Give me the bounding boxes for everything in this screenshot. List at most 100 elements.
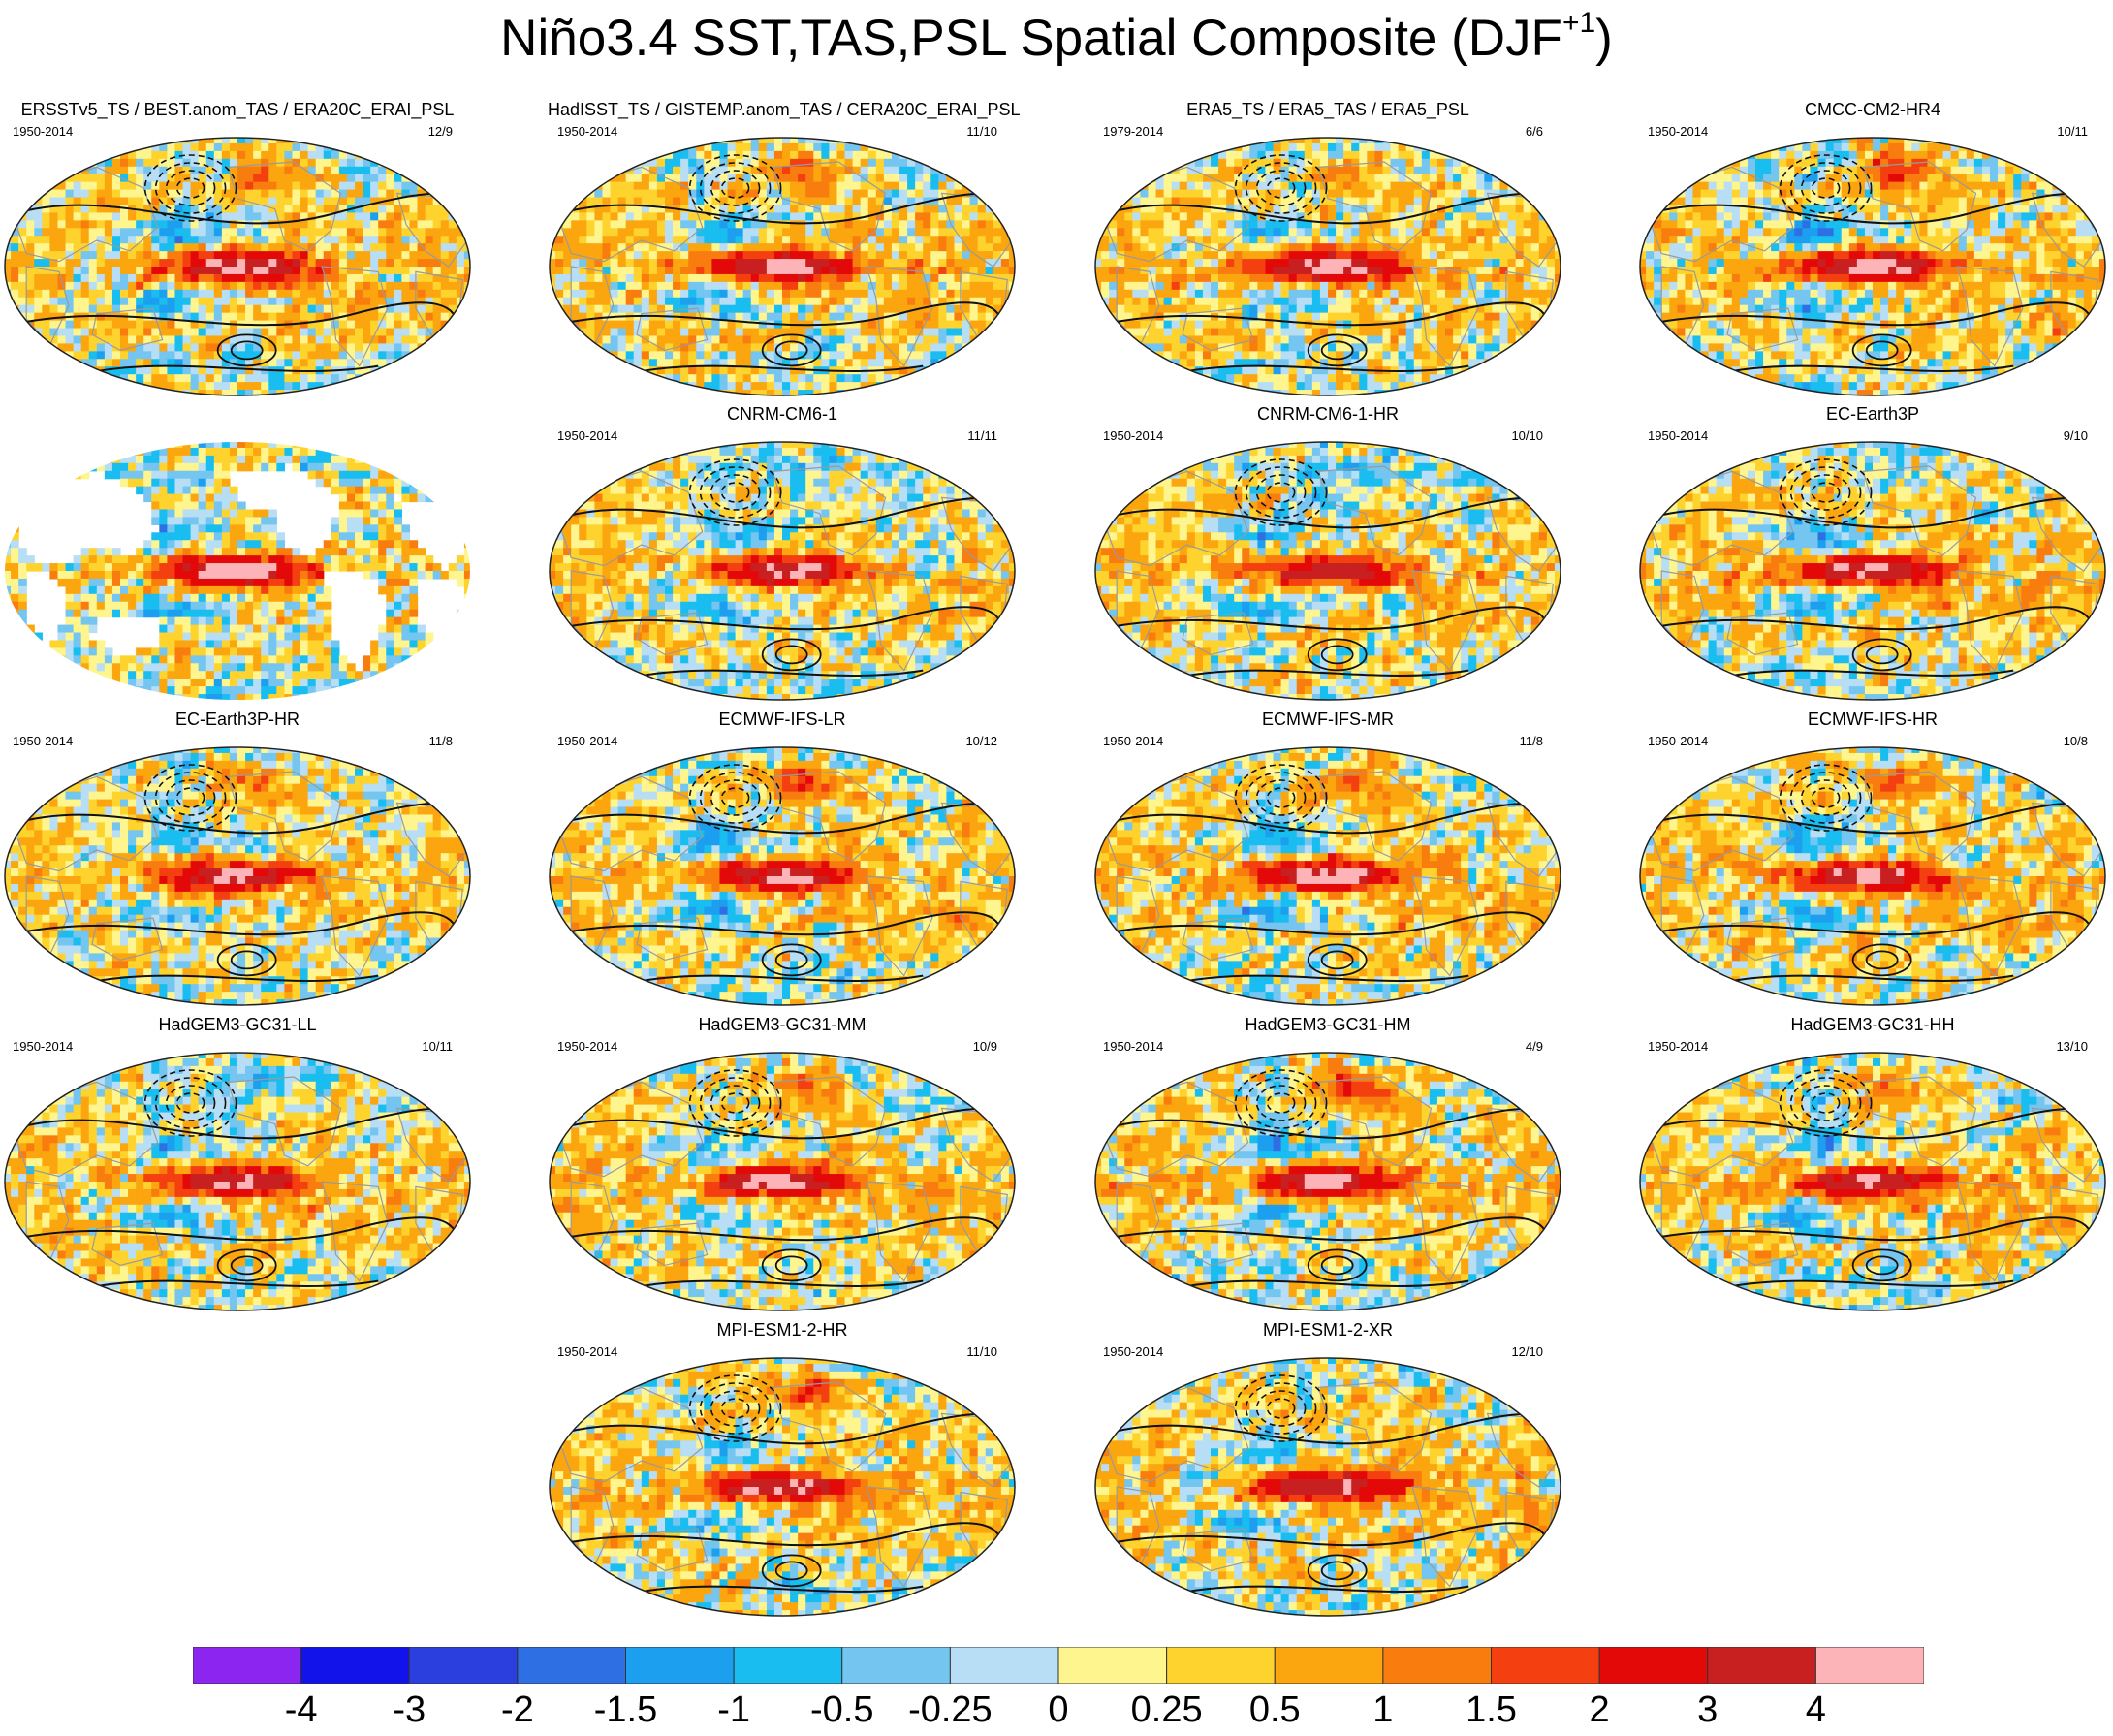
panel-event-count: 11/8 xyxy=(429,734,453,749)
colorbar-swatch xyxy=(625,1647,735,1684)
panel-years: 1950-2014 xyxy=(557,124,617,140)
colorbar-swatch xyxy=(193,1647,302,1684)
map-panel-p17: MPI-ESM1-2-HR 1950-2014 11/10 xyxy=(548,1319,1017,1618)
panel-title: HadISST_TS / GISTEMP.anom_TAS / CERA20C_… xyxy=(548,99,1021,120)
map-panel-p18: MPI-ESM1-2-XR 1950-2014 12/10 xyxy=(1093,1319,1562,1618)
map-field-p9 xyxy=(4,746,471,1006)
map-panel-p2: HadISST_TS / GISTEMP.anom_TAS / CERA20C_… xyxy=(548,99,1021,397)
panel-title: ERSSTv5_TS / BEST.anom_TAS / ERA20C_ERAI… xyxy=(3,99,472,120)
colorbar-swatch xyxy=(1814,1647,1924,1684)
panel-title: HadGEM3-GC31-HM xyxy=(1093,1014,1562,1035)
colorbar-swatch xyxy=(1274,1647,1384,1684)
panel-event-count: 11/8 xyxy=(1520,734,1543,749)
colorbar-swatch xyxy=(949,1647,1059,1684)
colorbar-tick-label: -0.25 xyxy=(908,1689,993,1731)
figure-title-close: ) xyxy=(1595,10,1613,67)
panel-title: MPI-ESM1-2-HR xyxy=(548,1319,1017,1341)
colorbar-tick-label: -3 xyxy=(393,1689,426,1731)
panel-title: HadGEM3-GC31-HH xyxy=(1638,1014,2107,1035)
colorbar-tick-label: 1.5 xyxy=(1466,1689,1517,1731)
panel-years: 1979-2014 xyxy=(1103,124,1163,140)
map-field-p2 xyxy=(549,137,1016,396)
panel-title: HadGEM3-GC31-LL xyxy=(3,1014,472,1035)
map-panel-p8: EC-Earth3P 1950-2014 9/10 xyxy=(1638,403,2107,702)
map-field-p10 xyxy=(549,746,1016,1006)
panel-event-count: 10/11 xyxy=(422,1039,453,1055)
map-panel-p11: ECMWF-IFS-MR 1950-2014 11/8 xyxy=(1093,709,1562,1007)
panel-event-count: 12/9 xyxy=(428,124,453,140)
colorbar-tick-label: 0.25 xyxy=(1131,1689,1203,1731)
map-field-p4 xyxy=(1639,137,2106,396)
colorbar-tick-label: -1 xyxy=(717,1689,750,1731)
panel-event-count: 11/10 xyxy=(966,1344,997,1360)
panel-years: 1950-2014 xyxy=(1648,734,1708,749)
panel-event-count: 11/11 xyxy=(967,428,997,444)
panel-title: ERA5_TS / ERA5_TAS / ERA5_PSL xyxy=(1093,99,1562,120)
map-panel-p6: CNRM-CM6-1 1950-2014 11/11 xyxy=(548,403,1017,702)
map-field-p8 xyxy=(1639,441,2106,701)
map-panel-p5 xyxy=(3,403,472,702)
panel-event-count: 10/11 xyxy=(2057,124,2088,140)
colorbar-tick-label: -0.5 xyxy=(810,1689,873,1731)
panel-years: 1950-2014 xyxy=(1648,124,1708,140)
colorbar-swatch xyxy=(1491,1647,1600,1684)
colorbar-tick-label: 1 xyxy=(1372,1689,1393,1731)
panel-years: 1950-2014 xyxy=(13,1039,73,1055)
panel-title: EC-Earth3P xyxy=(1638,403,2107,425)
map-panel-p16: HadGEM3-GC31-HH 1950-2014 13/10 xyxy=(1638,1014,2107,1312)
panel-event-count: 13/10 xyxy=(2056,1039,2088,1055)
panel-years: 1950-2014 xyxy=(13,124,73,140)
panel-title: CNRM-CM6-1-HR xyxy=(1093,403,1562,425)
map-panel-p9: EC-Earth3P-HR 1950-2014 11/8 xyxy=(3,709,472,1007)
map-panel-p7: CNRM-CM6-1-HR 1950-2014 10/10 xyxy=(1093,403,1562,702)
colorbar-swatch xyxy=(841,1647,951,1684)
panel-event-count: 10/10 xyxy=(1511,428,1543,444)
panel-event-count: 4/9 xyxy=(1526,1039,1543,1055)
map-panel-p15: HadGEM3-GC31-HM 1950-2014 4/9 xyxy=(1093,1014,1562,1312)
panel-years: 1950-2014 xyxy=(557,428,617,444)
colorbar-tick-label: -4 xyxy=(285,1689,318,1731)
colorbar-swatch xyxy=(1057,1647,1168,1684)
panel-years: 1950-2014 xyxy=(557,1344,617,1360)
map-panel-p10: ECMWF-IFS-LR 1950-2014 10/12 xyxy=(548,709,1017,1007)
colorbar-tick-label: 4 xyxy=(1806,1689,1826,1731)
colorbar-tick-label: 3 xyxy=(1697,1689,1718,1731)
map-field-p15 xyxy=(1094,1052,1561,1311)
colorbar-swatch xyxy=(517,1647,627,1684)
panel-title: ECMWF-IFS-HR xyxy=(1638,709,2107,730)
panel-title: ECMWF-IFS-LR xyxy=(548,709,1017,730)
colorbar-swatch xyxy=(1707,1647,1816,1684)
colorbar-swatch xyxy=(300,1647,410,1684)
panel-years: 1950-2014 xyxy=(557,1039,617,1055)
panel-event-count: 6/6 xyxy=(1526,124,1543,140)
colorbar-tick-label: -1.5 xyxy=(594,1689,657,1731)
panel-title: MPI-ESM1-2-XR xyxy=(1093,1319,1562,1341)
map-field-p11 xyxy=(1094,746,1561,1006)
panel-event-count: 10/8 xyxy=(2064,734,2088,749)
figure-title-text: Niño3.4 SST,TAS,PSL Spatial Composite (D… xyxy=(500,10,1562,67)
panel-title: CNRM-CM6-1 xyxy=(548,403,1017,425)
map-field-p1 xyxy=(4,137,471,396)
panel-event-count: 10/9 xyxy=(973,1039,997,1055)
panel-title: ECMWF-IFS-MR xyxy=(1093,709,1562,730)
map-field-p3 xyxy=(1094,137,1561,396)
colorbar-swatch xyxy=(1382,1647,1493,1684)
panel-event-count: 12/10 xyxy=(1511,1344,1543,1360)
map-panel-p1: ERSSTv5_TS / BEST.anom_TAS / ERA20C_ERAI… xyxy=(3,99,472,397)
colorbar xyxy=(193,1647,1924,1684)
figure-title: Niño3.4 SST,TAS,PSL Spatial Composite (D… xyxy=(0,4,2113,74)
panel-title: EC-Earth3P-HR xyxy=(3,709,472,730)
panel-years: 1950-2014 xyxy=(1648,1039,1708,1055)
map-field-p14 xyxy=(549,1052,1016,1311)
panel-event-count: 11/10 xyxy=(966,124,997,140)
panel-years: 1950-2014 xyxy=(1648,428,1708,444)
map-field-p5 xyxy=(5,442,470,700)
map-panel-p3: ERA5_TS / ERA5_TAS / ERA5_PSL 1979-2014 6/… xyxy=(1093,99,1562,397)
map-field-p18 xyxy=(1094,1357,1561,1617)
panel-years: 1950-2014 xyxy=(1103,734,1163,749)
map-field-p7 xyxy=(1094,441,1561,701)
colorbar-tick-label: -2 xyxy=(501,1689,534,1731)
figure-title-superscript: +1 xyxy=(1562,7,1595,39)
colorbar-tick-label: 0 xyxy=(1048,1689,1068,1731)
